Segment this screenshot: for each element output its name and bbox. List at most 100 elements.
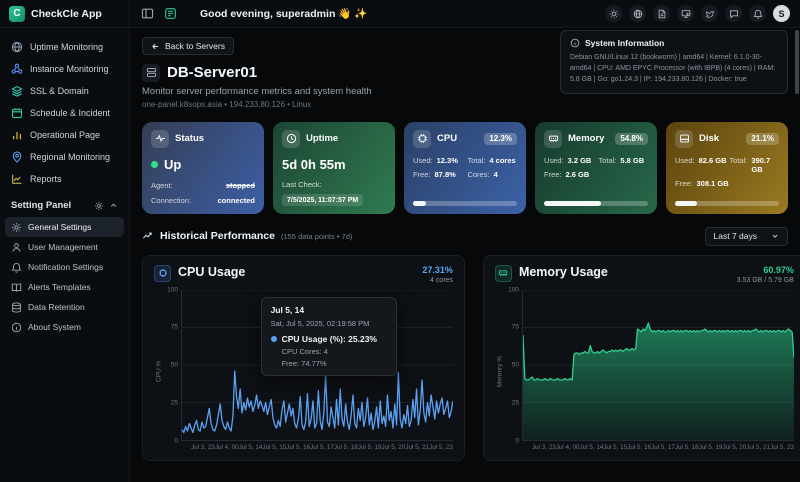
settings-nav: General Settings User Management Notific… [0,215,129,339]
app-name: CheckCle App [31,7,102,20]
cpu-free-label: Free: [413,169,431,179]
y-axis-label: CPU % [155,360,163,382]
cpu-usage-chart-card[interactable]: CPU Usage 27.31% 4 cores CPU % 0 25 50 75 10… [142,254,465,461]
memory-badge: 54.8% [615,132,648,145]
tooltip-line3: Free: 74.77% [281,359,327,368]
sidebar-item-general-settings[interactable]: General Settings [5,217,124,237]
disk-card[interactable]: Disk 21.1% Used: 82.6 GB Total: 390.7 GB F… [666,121,788,214]
disk-free-label: Free: [675,178,693,188]
activity-icon [151,129,169,148]
memory-icon [544,129,562,148]
connection-value: connected [217,195,255,205]
book-icon [11,282,22,293]
server-status-icon[interactable] [163,7,177,21]
cpu-progress-track [413,200,517,206]
tooltip-title: Jul 5, 14 [270,305,305,315]
chart-title: CPU Usage [178,264,246,279]
back-to-servers-button[interactable]: Back to Servers [142,37,234,55]
memory-card[interactable]: Memory 54.8% Used: 3.2 GB Total: 5.8 GB Fr… [535,121,657,214]
setting-panel-header[interactable]: Setting Panel [0,190,129,215]
sidebar-item-ssl-domain[interactable]: SSL & Domain [5,80,124,102]
status-value: Up [164,156,182,172]
back-button-label: Back to Servers [165,41,225,51]
time-range-value: Last 7 days [713,231,757,241]
calendar-icon [11,107,23,119]
chevron-up-icon[interactable] [109,201,118,210]
system-information-panel: System Information Debian GNU/Linux 12 (… [560,30,788,94]
disk-progress-track [675,200,779,206]
sidebar-item-label: Notification Settings [28,262,104,272]
docs-button[interactable] [653,5,670,22]
report-chart-icon [11,173,23,185]
database-icon [11,301,22,313]
sidebar-item-instance-monitoring[interactable]: Instance Monitoring [5,58,124,80]
info-icon [570,38,580,48]
sidebar-item-uptime-monitoring[interactable]: Uptime Monitoring [5,36,124,58]
tooltip-main: CPU Usage (%): 25.23% [281,334,377,344]
system-information-details: Debian GNU/Linux 12 (bookworm) | amd64 |… [570,54,776,83]
tooltip-date: Sat, Jul 5, 2025, 02:19:58 PM [270,319,370,328]
gear-icon [11,222,22,233]
bird-icon[interactable] [701,5,718,22]
sidebar-item-reports[interactable]: Reports [5,168,124,190]
sidebar-item-about-system[interactable]: About System [5,317,124,337]
cpu-badge: 12.3% [484,132,517,145]
cpu-chart-plot[interactable]: Jul 5, 14 Sat, Jul 5, 2025, 02:19:58 PM … [181,289,453,441]
sidebar-item-notification-settings[interactable]: Notification Settings [5,257,124,277]
last-check-label: Last Check: [282,179,322,189]
memory-chart-plot[interactable] [521,289,794,441]
disk-icon [675,129,693,148]
scrollbar-thumb[interactable] [795,30,799,94]
sidebar-item-label: Schedule & Incident [30,108,111,118]
sidebar-item-operational-page[interactable]: Operational Page [5,124,124,146]
memory-card-title: Memory [568,133,605,144]
avatar-initial: S [778,8,785,19]
uptime-card[interactable]: Uptime 5d 0h 55m Last Check: 7/5/2025, 1… [273,121,395,214]
cpu-total-label: Total: [467,155,486,165]
memory-area-series [522,290,794,440]
disk-total-value: 390.7 GB [751,155,771,174]
cpu-icon [154,264,171,282]
y-axis-ticks: 0 25 50 75 100 [167,286,178,444]
sidebar-item-regional-monitoring[interactable]: Regional Monitoring [5,146,124,168]
x-axis-ticks: Jul 3, 23 Jul 4, 00 Jul 5, 14 Jul 5, 15 Jul … [531,443,794,451]
monitor-button[interactable] [677,5,694,22]
disk-progress-fill [675,200,697,206]
historical-performance-meta: (155 data points • 7d) [280,231,353,241]
sidebar-item-alerts-templates[interactable]: Alerts Templates [5,277,124,297]
server-icon [142,63,160,82]
sidebar-item-user-management[interactable]: User Management [5,237,124,257]
time-range-dropdown[interactable]: Last 7 days [704,226,788,246]
user-avatar[interactable]: S [773,5,790,22]
notifications-bell-button[interactable] [749,5,766,22]
server-title-row: DB-Server01 [142,63,788,82]
map-pin-icon [11,151,23,163]
main-nav: Uptime Monitoring Instance Monitoring SS… [0,28,129,190]
y-axis-ticks: 0 25 50 75 100 [508,286,519,444]
uptime-card-title: Uptime [306,133,339,144]
chat-button[interactable] [725,5,742,22]
historical-performance-title: Historical Performance [160,230,275,242]
x-axis-ticks: Jul 3, 23 Jul 4, 00 Jul 5, 14 Jul 5, 15 Jul … [191,443,453,451]
charts-row: CPU Usage 27.31% 4 cores CPU % 0 25 50 75 10… [142,254,800,461]
disk-used-label: Used: [675,155,695,165]
sidebar-item-data-retention[interactable]: Data Retention [5,297,124,317]
disk-used-value: 82.6 GB [698,155,727,165]
memory-usage-chart-card[interactable]: Memory Usage 60.97% 3.53 GB / 5.79 GB Me… [482,254,800,461]
cpu-chart-sub: 4 cores [429,276,453,284]
theme-toggle-button[interactable] [605,5,622,22]
content: Back to Servers DB-Server01 Monitor serv… [130,28,800,482]
scrollbar[interactable] [795,30,799,476]
sidebar-item-label: Alerts Templates [28,282,91,292]
cpu-card[interactable]: CPU 12.3% Used: 12.3% Total: 4 cores Free:… [404,121,526,214]
sidebar-toggle-icon[interactable] [140,7,154,21]
sidebar-item-schedule-incident[interactable]: Schedule & Incident [5,102,124,124]
status-card[interactable]: Status Up Agent: stopped Connection: conne… [142,121,264,214]
cpu-progress-fill [413,200,426,206]
memory-free-label: Free: [544,169,562,179]
greeting-text: Good evening, superadmin 👋 ✨ [200,8,368,20]
setting-panel-label: Setting Panel [11,200,72,211]
disk-badge: 21.1% [746,132,779,145]
cpu-card-title: CPU [437,133,458,144]
language-globe-button[interactable] [629,5,646,22]
